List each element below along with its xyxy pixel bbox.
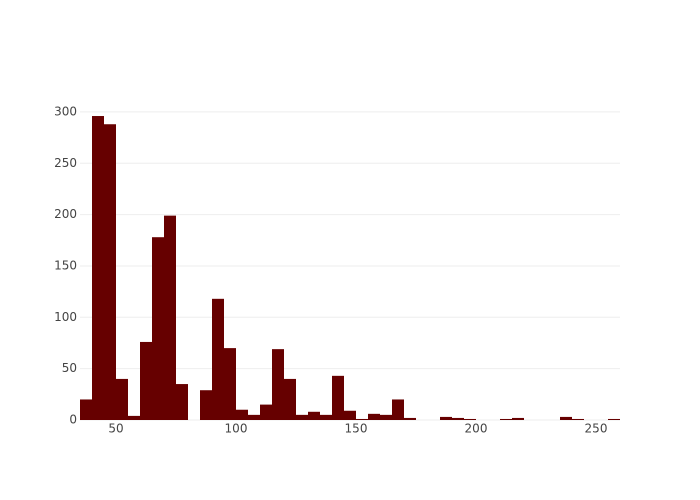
bar — [224, 348, 236, 420]
bar — [320, 414, 332, 420]
y-tick-label: 200 — [54, 207, 77, 221]
bar — [296, 414, 308, 420]
y-tick-label: 150 — [54, 258, 77, 272]
bar — [572, 418, 584, 420]
y-tick-label: 0 — [69, 413, 77, 427]
x-tick-label: 150 — [345, 422, 368, 436]
bar — [116, 378, 128, 420]
bar — [260, 404, 272, 420]
bar — [80, 399, 92, 420]
bar — [284, 378, 296, 420]
bar — [164, 215, 176, 420]
y-tick-label: 300 — [54, 104, 77, 118]
y-tick-label: 100 — [54, 310, 77, 324]
bar — [560, 416, 572, 420]
bar — [380, 414, 392, 420]
bar — [152, 237, 164, 420]
bar — [236, 409, 248, 420]
bar — [500, 418, 512, 420]
bar — [200, 390, 212, 420]
bar — [140, 341, 152, 420]
bar — [344, 410, 356, 420]
y-tick-label: 250 — [54, 156, 77, 170]
bar — [452, 417, 464, 420]
bar — [512, 417, 524, 420]
bar — [308, 411, 320, 420]
bar — [128, 415, 140, 420]
bar — [464, 418, 476, 420]
x-tick-label: 200 — [465, 422, 488, 436]
bar — [272, 349, 284, 420]
x-tick-label: 250 — [585, 422, 608, 436]
bar — [608, 418, 620, 420]
bar — [92, 116, 104, 420]
bar — [248, 414, 260, 420]
x-tick-label: 100 — [225, 422, 248, 436]
bar — [404, 417, 416, 420]
bar — [104, 124, 116, 420]
bar — [332, 375, 344, 420]
bar — [176, 384, 188, 420]
bar — [440, 416, 452, 420]
bar — [392, 399, 404, 420]
x-tick-label: 50 — [108, 422, 123, 436]
bar — [368, 413, 380, 420]
bar — [356, 418, 368, 420]
bar — [212, 298, 224, 420]
y-tick-label: 50 — [62, 361, 77, 375]
